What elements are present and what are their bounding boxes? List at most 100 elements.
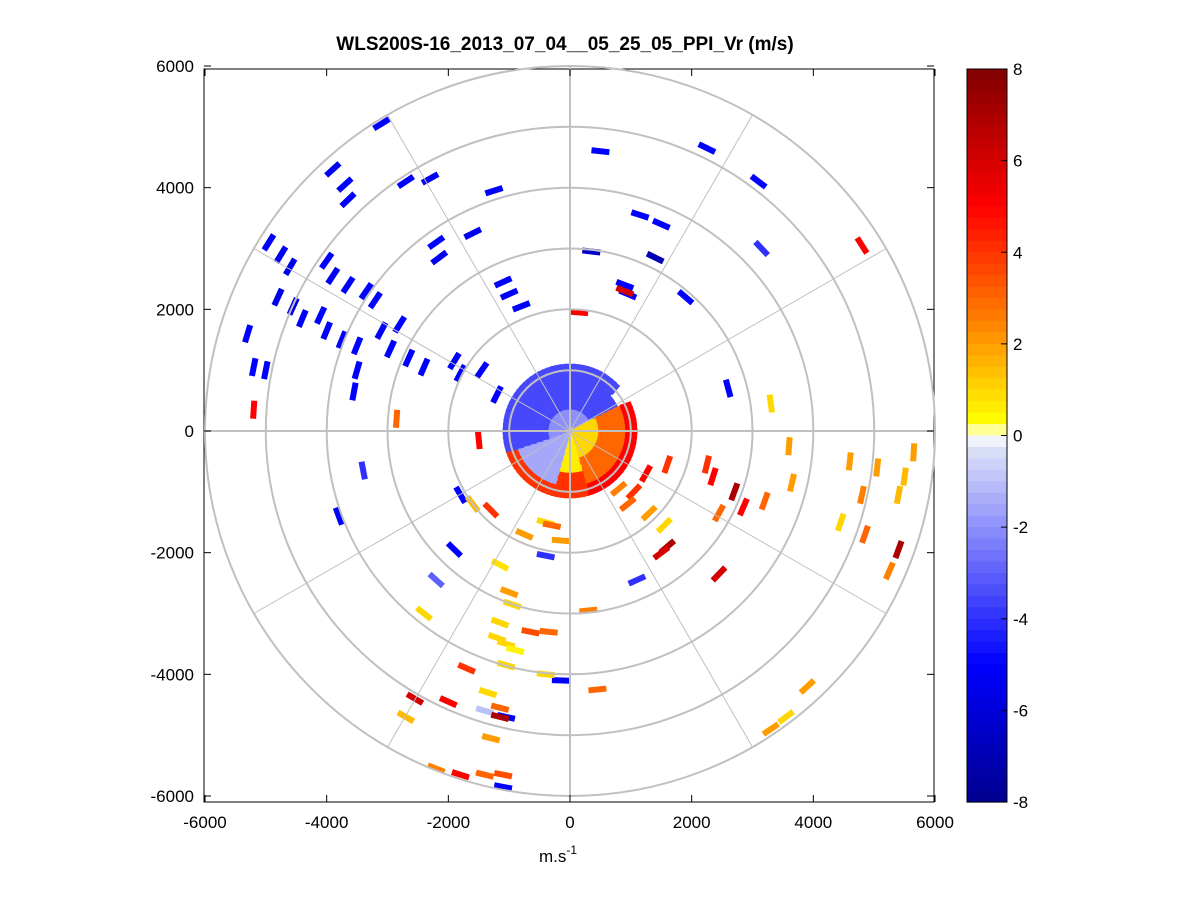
colorbar-swatch [967, 779, 1007, 792]
colorbar-swatch [967, 721, 1007, 734]
ppi-cell [651, 217, 671, 231]
colorbar-swatch [967, 756, 1007, 769]
ppi-cell [320, 321, 333, 341]
colorbar-swatch [967, 698, 1007, 711]
azimuth-spoke [569, 430, 887, 614]
x-axis-label-base: m.s [539, 847, 566, 866]
colorbar-swatch [967, 183, 1007, 196]
ppi-cell [475, 705, 495, 717]
colorbar-swatch [967, 69, 1007, 82]
colorbar-swatch [967, 641, 1007, 654]
ppi-cell [384, 339, 397, 359]
ppi-cell [737, 497, 750, 517]
ppi-cell [296, 309, 309, 328]
y-tick-label: -4000 [151, 665, 194, 684]
ppi-cell [250, 400, 258, 419]
ppi-cell [710, 565, 728, 583]
colorbar-swatch [967, 252, 1007, 265]
ppi-cell [430, 249, 449, 266]
ppi-cell [676, 289, 695, 306]
ppi-cell [474, 430, 483, 450]
ppi-cell [761, 721, 780, 737]
ppi-cell [478, 687, 498, 699]
colorbar-swatch [967, 343, 1007, 356]
y-tick-label: 2000 [156, 300, 194, 319]
x-axis-label-superscript: -1 [566, 843, 577, 857]
colorbar-swatch [967, 137, 1007, 150]
colorbar-swatch [967, 435, 1007, 448]
ppi-cell [490, 385, 504, 404]
ppi-cell [350, 336, 364, 356]
x-tick-label: -2000 [427, 813, 470, 832]
ppi-cell [324, 161, 342, 178]
ppi-cell [319, 251, 335, 270]
colorbar-swatch [967, 217, 1007, 230]
ppi-cell [893, 485, 904, 505]
ppi-cell [339, 191, 357, 209]
ppi-cell [396, 174, 415, 190]
y-axis-ticks: 6000 4000 2000 0 -2000 -4000 -6000 [151, 57, 934, 806]
colorbar-tick-label: -4 [1013, 610, 1028, 629]
ppi-cell [490, 711, 510, 722]
x-tick-label: 0 [565, 813, 574, 832]
ppi-cell [332, 506, 345, 526]
ppi-cell [499, 287, 519, 301]
colorbar-swatch [967, 229, 1007, 242]
ppi-cell [481, 733, 501, 744]
ppi-cell [857, 485, 867, 505]
ppi-cell [777, 709, 795, 725]
colorbar-swatch [967, 389, 1007, 402]
colorbar-tick-label: -2 [1013, 518, 1028, 537]
colorbar-swatch [967, 194, 1007, 208]
colorbar-swatch [967, 80, 1007, 93]
colorbar-swatch [967, 103, 1007, 116]
ppi-cell [457, 661, 477, 675]
ppi-cell [697, 141, 717, 155]
colorbar-gradient [967, 69, 1007, 803]
x-axis-ticks: -6000 -4000 -2000 0 2000 4000 6000 [183, 69, 954, 832]
ppi-cell [358, 461, 368, 480]
ppi-cell [490, 557, 510, 572]
colorbar-tick-label: 0 [1013, 427, 1022, 446]
ppi-cell [539, 627, 558, 636]
colorbar-swatch [967, 206, 1007, 219]
colorbar-swatch [967, 515, 1007, 528]
ppi-cell [883, 561, 896, 581]
ppi-cell [701, 455, 712, 474]
ppi-cell [785, 437, 793, 456]
ppi-cell [402, 348, 416, 368]
colorbar-swatch [967, 149, 1007, 162]
colorbar-tick-label: 6 [1013, 152, 1022, 171]
colorbar-swatch [967, 240, 1007, 253]
ppi-cell [521, 627, 540, 637]
ppi-cell [511, 300, 531, 313]
colorbar-swatch [967, 538, 1007, 551]
ppi-cell [499, 586, 519, 599]
ppi-cell [551, 536, 571, 545]
colorbar-swatch [967, 767, 1007, 780]
ppi-cell [372, 116, 391, 132]
ppi-cell [640, 504, 658, 522]
colorbar-tick-label: 2 [1013, 335, 1022, 354]
colorbar-swatch [967, 595, 1007, 608]
ppi-cell [336, 176, 354, 193]
colorbar-swatch [967, 114, 1007, 127]
y-tick-label: 0 [185, 422, 194, 441]
ppi-cell [638, 464, 654, 483]
ppi-cell [609, 480, 628, 497]
colorbar-swatch [967, 412, 1007, 425]
ppi-cell [325, 266, 341, 286]
azimuth-spoke [253, 430, 571, 614]
colorbar-swatch [967, 263, 1007, 276]
ppi-cell [438, 695, 458, 709]
ppi-cell [349, 382, 359, 401]
ppi-cell [314, 305, 328, 325]
y-tick-label: 4000 [156, 179, 194, 198]
ppi-cell [728, 482, 741, 502]
ppi-cell [493, 275, 513, 289]
colorbar-swatch [967, 366, 1007, 379]
colorbar-swatch [967, 481, 1007, 494]
ppi-cell [627, 573, 647, 587]
colorbar-swatch [967, 286, 1007, 299]
colorbar-swatch [967, 630, 1007, 643]
